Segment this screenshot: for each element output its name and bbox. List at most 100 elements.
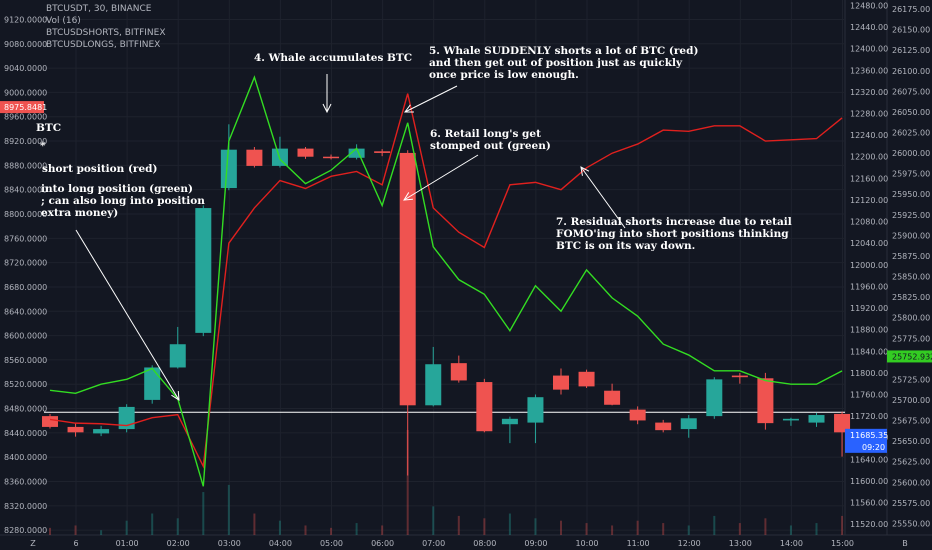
left-axis-tick: 8920.0000 (4, 137, 47, 146)
left-axis-tick: 8440.0000 (4, 429, 47, 438)
mid-axis-tick: 11640.00 (850, 455, 888, 464)
x-tick-label: 12:00 (678, 539, 701, 548)
left-price-tag-label: 8975.8481 (4, 103, 47, 112)
left-axis-tick: 8880.0000 (4, 161, 47, 170)
candle-body[interactable] (757, 378, 774, 424)
x-tick-label: 10:00 (575, 539, 598, 548)
candle-body[interactable] (680, 418, 697, 430)
x-tick-label: 06:00 (371, 539, 394, 548)
candle-body[interactable] (476, 382, 493, 432)
mid-axis-tick: 11880.00 (850, 326, 888, 335)
candle-body[interactable] (706, 379, 723, 417)
right-axis-tick: 25925.00 (892, 211, 930, 220)
left-axis-tick: 9000.0000 (4, 88, 47, 97)
volume-bar (381, 525, 384, 535)
candle-body[interactable] (348, 148, 365, 158)
x-tick-label: 14:00 (780, 539, 803, 548)
volume-bar (789, 525, 792, 535)
x-tick-label: 02:00 (167, 539, 190, 548)
candle-body[interactable] (297, 148, 314, 157)
candle-body[interactable] (323, 156, 340, 159)
candle-body[interactable] (578, 371, 595, 387)
annotation-cut-long: into long position (green) ; can also lo… (41, 183, 205, 219)
candle-body[interactable] (374, 151, 391, 153)
volume-bar (585, 523, 588, 535)
candle-body[interactable] (42, 416, 58, 427)
volume-bar (406, 430, 409, 535)
candle-body[interactable] (450, 363, 467, 381)
candle-body[interactable] (629, 409, 646, 421)
right-axis-tick: 25625.00 (892, 458, 930, 467)
x-tick-label: 13:00 (729, 539, 752, 548)
right-axis-tick: 25550.00 (892, 519, 930, 528)
mid-axis-tick: 12400.00 (850, 45, 888, 54)
candle-body[interactable] (731, 375, 748, 378)
candle-body[interactable] (118, 406, 135, 430)
right-axis-tick: 26100.00 (892, 67, 930, 76)
mid-axis-tick: 11720.00 (850, 412, 888, 421)
arrow-step-7 (580, 166, 626, 229)
left-axis-tick: 8720.0000 (4, 259, 47, 268)
candle-body[interactable] (93, 429, 110, 434)
left-axis-tick: 8360.0000 (4, 478, 47, 487)
legend-shorts[interactable]: BTCUSDSHORTS, BITFINEX (46, 28, 166, 38)
candle-body[interactable] (399, 152, 416, 406)
annotation-cut-title: BTC (36, 122, 62, 134)
volume-bar (611, 525, 614, 535)
right-axis-tick: 25725.00 (892, 375, 930, 384)
mid-axis-tick: 12320.00 (850, 88, 888, 97)
candle-body[interactable] (808, 415, 825, 423)
longs-series-line[interactable] (49, 75, 843, 487)
candle-body[interactable] (655, 422, 672, 431)
volume-bar (687, 525, 690, 535)
volume-bar (151, 513, 154, 535)
right-blue-tag-label: 11685.35 (850, 431, 888, 440)
left-axis-tick: 8640.0000 (4, 307, 47, 316)
volume-bar (432, 506, 435, 535)
candle-body[interactable] (782, 418, 799, 421)
volume-bar (662, 523, 665, 535)
x-tick-label: 6 (73, 539, 78, 548)
left-axis-tick: 8520.0000 (4, 380, 47, 389)
annotation-cut-short: short position (red) (42, 163, 158, 175)
candle-body[interactable] (246, 149, 263, 166)
candle-body[interactable] (527, 397, 544, 423)
right-axis-tick: 25875.00 (892, 252, 930, 261)
mid-axis-tick: 11760.00 (850, 390, 888, 399)
mid-axis-tick: 12160.00 (850, 174, 888, 183)
candle-body[interactable] (169, 344, 186, 368)
legend-longs[interactable]: BTCUSDLONGS, BITFINEX (46, 40, 161, 50)
volume-bar (355, 523, 358, 535)
right-green-tag (887, 350, 932, 363)
mid-axis-tick: 12360.00 (850, 66, 888, 75)
x-tick-label: 03:00 (218, 539, 241, 548)
mid-axis-tick: 11560.00 (850, 499, 888, 508)
right-axis-tick: 25825.00 (892, 293, 930, 302)
candle-body[interactable] (67, 426, 84, 433)
candle-body[interactable] (195, 208, 212, 333)
arrow-to-bottom (75, 229, 180, 401)
candle-body[interactable] (144, 367, 161, 400)
volume-bar (100, 530, 103, 535)
right-blue-tag (845, 428, 887, 453)
candle-body[interactable] (553, 375, 569, 390)
right-axis-tick: 26150.00 (892, 26, 930, 35)
volume-bar (534, 518, 537, 535)
candle-body[interactable] (834, 413, 851, 433)
volume-bar (202, 492, 205, 535)
legend-volume[interactable]: Vol (16) (46, 16, 81, 26)
candle-body[interactable] (425, 364, 442, 406)
legend-symbol[interactable]: BTCUSDT, 30, BINANCE (46, 4, 152, 14)
candle-body[interactable] (220, 149, 237, 189)
candle-body[interactable] (501, 418, 518, 425)
volume-bar (713, 515, 716, 535)
candle-body[interactable] (604, 390, 621, 405)
right-axis-tick: 25600.00 (892, 478, 930, 487)
shorts-series-line[interactable] (49, 93, 843, 469)
right-axis-tick: 25850.00 (892, 273, 930, 282)
volume-bar (738, 523, 741, 535)
volume-bar (125, 520, 128, 535)
volume-bar (176, 518, 179, 535)
